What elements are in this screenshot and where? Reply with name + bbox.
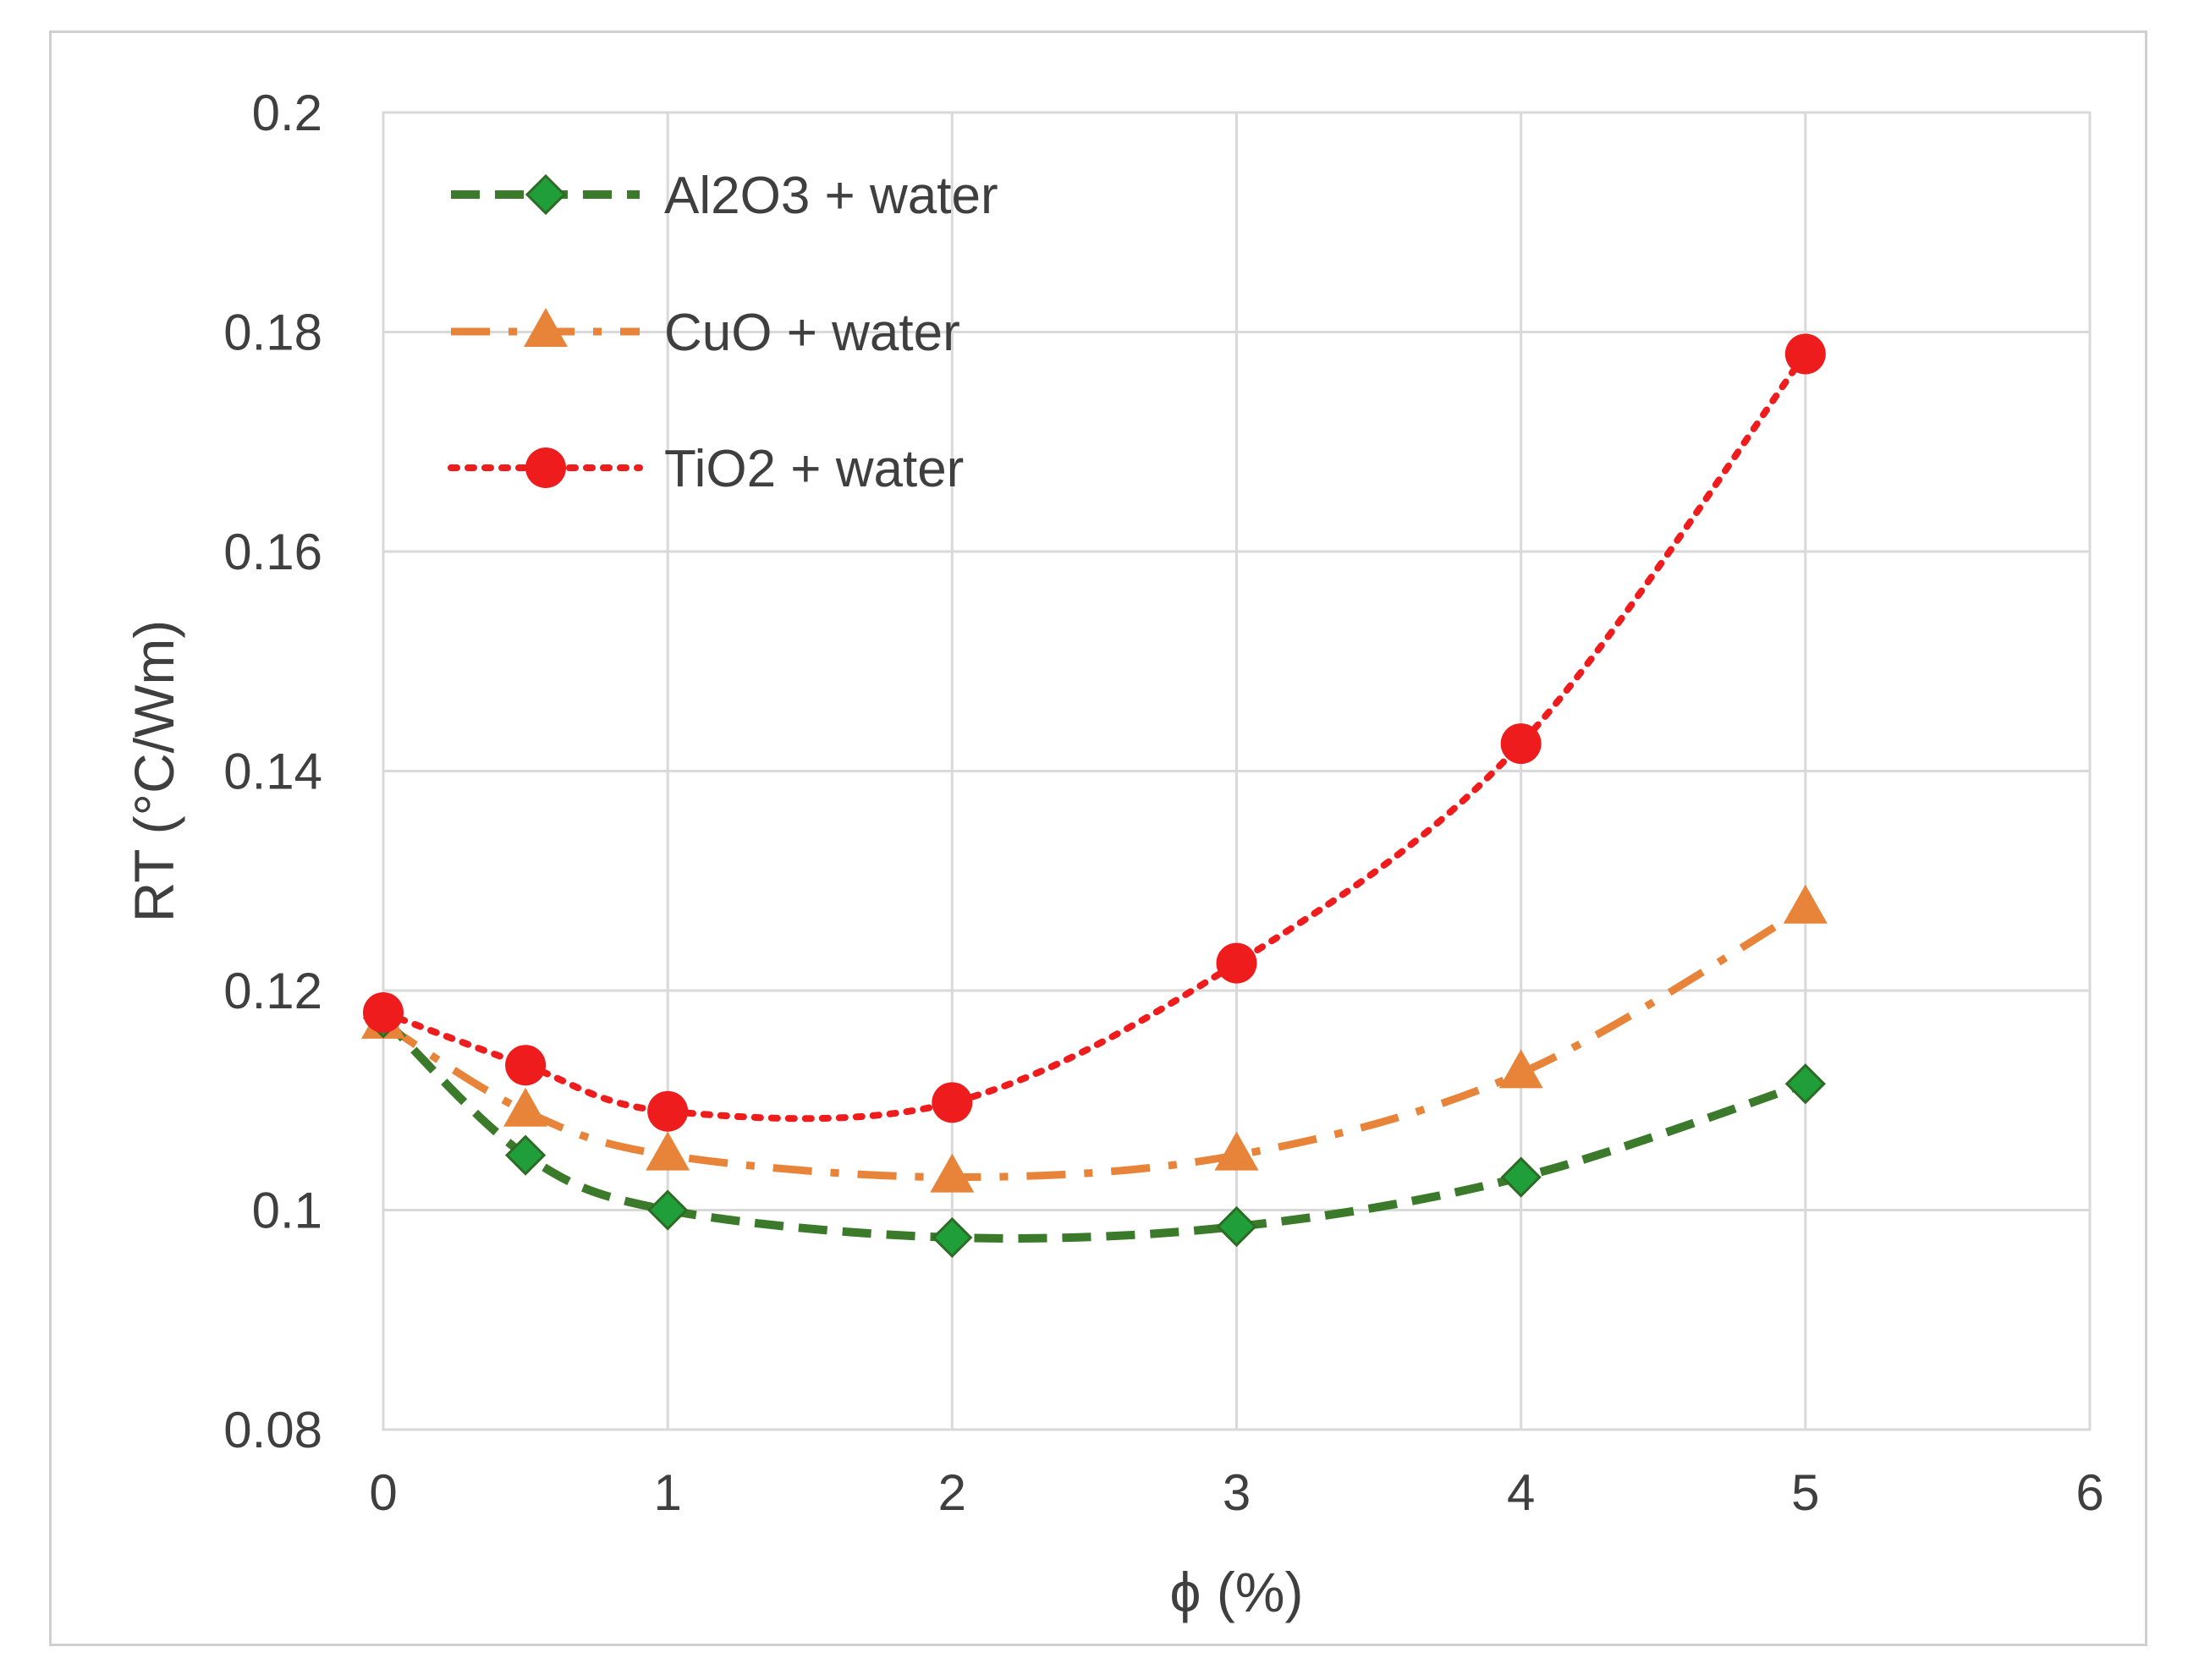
data-point	[1216, 1205, 1257, 1248]
data-point	[1498, 1049, 1543, 1089]
y-tick-label: 0.2	[252, 85, 322, 141]
legend-label-2: CuO + water	[664, 304, 960, 362]
legend-marker-1	[525, 173, 567, 216]
plot-border	[382, 111, 2092, 1431]
data-point	[1783, 884, 1828, 924]
x-tick-label: 2	[938, 1464, 966, 1521]
data-point	[1784, 333, 1826, 375]
legend-marker-3	[525, 447, 566, 488]
x-tick-label: 4	[1507, 1464, 1535, 1521]
legend: Al2O3 + water CuO + water TiO2 + water	[448, 167, 998, 498]
series-lines	[380, 350, 1809, 1243]
data-point	[363, 991, 404, 1033]
x-tick-label: 6	[2075, 1464, 2103, 1521]
data-point	[1214, 1131, 1259, 1171]
series-markers	[361, 333, 1828, 1259]
y-tick-label: 0.14	[223, 744, 322, 800]
data-point	[1784, 1063, 1826, 1105]
legend-marker-2	[524, 308, 568, 347]
data-point	[647, 1090, 689, 1132]
plot-area	[382, 111, 2092, 1431]
y-tick-label: 0.1	[252, 1183, 322, 1239]
series-line-3	[380, 350, 1809, 1123]
y-tick-label: 0.08	[223, 1402, 322, 1458]
chart-frame	[49, 30, 2147, 1646]
x-axis-ticks: 0 1 2 3 4 5 6	[369, 1464, 2103, 1521]
data-point	[1500, 723, 1542, 765]
data-point	[1216, 942, 1257, 984]
data-point	[930, 1153, 975, 1193]
y-axis-title: RT (°C/Wm)	[123, 620, 185, 923]
x-tick-label: 3	[1223, 1464, 1251, 1521]
data-point	[504, 1134, 547, 1176]
data-point	[647, 1189, 689, 1231]
data-point	[932, 1082, 973, 1123]
y-tick-label: 0.16	[223, 524, 322, 580]
legend-label-1: Al2O3 + water	[664, 167, 998, 225]
y-tick-label: 0.18	[223, 305, 322, 361]
x-tick-label: 1	[653, 1464, 681, 1521]
data-point	[505, 1045, 547, 1086]
y-axis-ticks: 0.08 0.1 0.12 0.14 0.16 0.18 0.2	[223, 85, 322, 1458]
series-line-2	[381, 904, 1808, 1182]
data-point	[932, 1216, 973, 1259]
legend-label-3: TiO2 + water	[664, 440, 964, 498]
x-axis-title: ϕ (%)	[1170, 1561, 1304, 1623]
data-point	[503, 1087, 548, 1127]
y-tick-label: 0.12	[223, 963, 322, 1019]
data-point	[1500, 1156, 1542, 1198]
series-line-1	[380, 1014, 1807, 1243]
x-tick-label: 5	[1791, 1464, 1819, 1521]
data-point	[646, 1131, 690, 1171]
x-tick-label: 0	[369, 1464, 397, 1521]
